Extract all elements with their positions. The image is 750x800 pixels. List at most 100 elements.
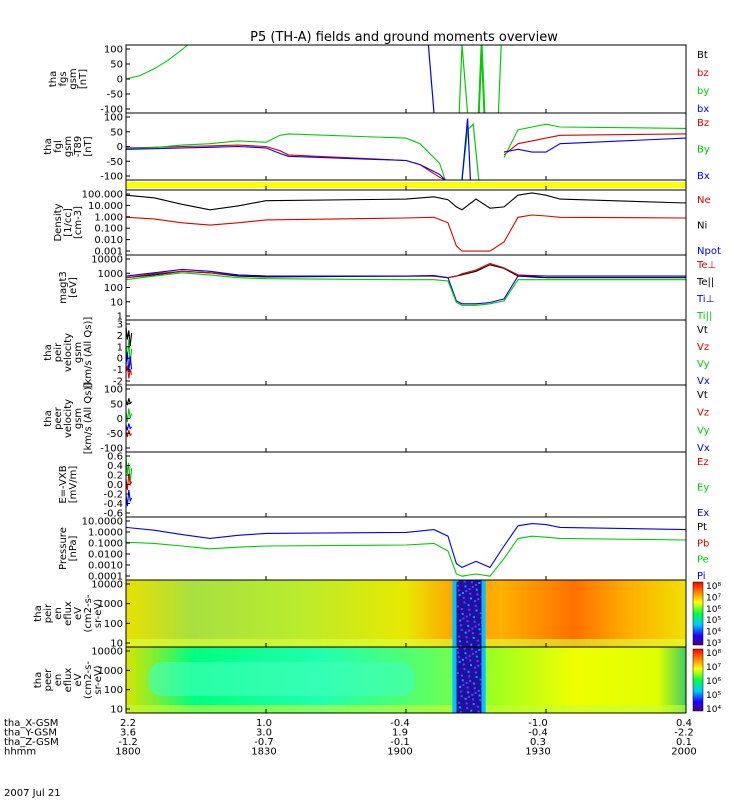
- y-axis-label: tha fgs gsm [nT]: [48, 68, 89, 89]
- y-tick-label: 0.2: [107, 471, 123, 482]
- series-ez-line: [125, 473, 133, 490]
- y-axis-label-line: sr-eV): [93, 665, 104, 694]
- y-axis-label-line: tha: [43, 344, 54, 360]
- spectrogram-noise-pixel: [467, 604, 470, 607]
- spectrogram-noise-pixel: [469, 680, 471, 682]
- spectrogram-noise-pixel: [479, 612, 482, 615]
- y-axis-label-line: velocity: [63, 333, 74, 372]
- series-recovery-line: [503, 123, 687, 158]
- panel-frame: [125, 254, 687, 321]
- y-axis-label-line: peer: [53, 406, 64, 430]
- y-tick-label: 1: [117, 312, 123, 323]
- y-axis-label-line: gsm: [73, 342, 84, 363]
- spectrogram-noise-pixel: [479, 699, 482, 702]
- y-axis-label-line: [nPa]: [68, 535, 79, 561]
- spectrogram-noise-pixel: [477, 664, 480, 667]
- y-tick-label: 0.001: [94, 247, 123, 258]
- colorbar-label: 10⁷: [706, 593, 721, 603]
- panel-frame: [125, 384, 687, 453]
- legend-entry: Pt: [697, 522, 707, 533]
- ephemeris-value: -0.1: [390, 737, 410, 748]
- legend-entry: Vy: [697, 425, 710, 436]
- spectrogram-noise-pixel: [468, 675, 471, 678]
- spectrogram-noise-pixel: [474, 604, 477, 607]
- y-tick-label: -1: [113, 365, 123, 376]
- series-by-line: [125, 44, 188, 80]
- panel-peer_spec: 10⁸ 10⁷ 10⁶ 10⁵ 10⁴ 10000 1000 100 10 tha peer en ef…: [33, 646, 721, 716]
- legend-entry: bz: [697, 68, 709, 79]
- y-axis-label: tha peir en eflux eV (cm2-s-sr-eV): [33, 594, 104, 632]
- spectrogram-noise-pixel: [480, 683, 483, 686]
- legend-entry: Vt: [697, 390, 708, 401]
- spectrogram-noise-pixel: [463, 580, 466, 583]
- spectrogram-noise-pixel: [457, 651, 460, 654]
- panel-peer_vel: 100 50 0 -50 -100 tha peer velocity gsm [km/s (Al…: [43, 383, 710, 455]
- y-axis-label-line: tha: [43, 138, 54, 154]
- spectrogram-noise-pixel: [467, 670, 470, 673]
- y-tick-label: 0: [117, 354, 123, 365]
- series-recovery-line: [503, 133, 687, 156]
- spectrogram-noise-pixel: [476, 660, 479, 663]
- ephemeris-row: tha_X-GSM 2.2 1.0 -0.4 -1.0 0.4: [4, 718, 692, 729]
- spectrogram-noise-pixel: [458, 594, 461, 597]
- y-tick-label: 0: [117, 75, 123, 86]
- spectrogram-noise-pixel: [472, 703, 475, 706]
- y-tick-label: 10000: [91, 255, 123, 266]
- ephemeris-row-label: tha_Z-GSM: [4, 737, 59, 748]
- y-axis-label-line: [nT]: [78, 69, 89, 89]
- y-tick-label: 10: [110, 297, 123, 308]
- y-axis-label-line: [mV/m]: [68, 466, 79, 504]
- y-tick-label: 10000: [91, 580, 123, 591]
- legend-entry: Bz: [697, 118, 709, 129]
- spectrogram-noise-pixel: [465, 615, 468, 618]
- y-axis-label-line: eV: [73, 673, 84, 686]
- spectrogram-noise-pixel: [477, 598, 480, 601]
- ephemeris-value: 1.0: [256, 718, 272, 729]
- y-axis-label-line: [1/cc]: [63, 208, 74, 237]
- spectrogram-noise-pixel: [466, 640, 469, 643]
- spectrogram-noise-pixel: [477, 644, 480, 647]
- colorbar: [692, 648, 704, 712]
- spectrogram-noise-pixel: [463, 601, 466, 604]
- y-tick-label: 0.0001: [88, 572, 123, 583]
- spectrogram-noise-pixel: [465, 702, 468, 705]
- spectrogram-noise-pixel: [478, 648, 481, 651]
- spectrogram-noise-pixel: [467, 629, 470, 632]
- y-axis-label-line: -T89: [73, 136, 84, 158]
- legend-entry: Vy: [697, 359, 710, 370]
- y-tick-label: 1: [117, 342, 123, 353]
- spectrogram-noise-pixel: [464, 631, 467, 634]
- spectrogram-noise-pixel: [465, 656, 468, 659]
- spectrogram-noise-pixel: [460, 628, 463, 631]
- y-axis-label-line: tha: [43, 410, 54, 426]
- y-axis-label-line: sr-eV): [93, 599, 104, 628]
- spectrogram-noise-pixel: [458, 701, 461, 704]
- legend-entry: Te||: [696, 277, 714, 288]
- y-tick-label: -100: [100, 105, 123, 116]
- series-bx-line: [461, 118, 471, 181]
- panel-fgs: 100 50 0 -50 -100 tha fgs gsm [nT] Bt bz by bx: [48, 44, 709, 116]
- y-axis-label-line: tha: [33, 672, 44, 688]
- spectrogram-noise-pixel: [473, 687, 476, 690]
- spectrogram-noise-pixel: [472, 698, 475, 701]
- spectrogram-noise-pixel: [480, 616, 483, 619]
- legend-entry: Ti⊥: [696, 294, 714, 305]
- series-pi-line: [125, 523, 687, 569]
- y-axis-label: tha peer velocity gsm [km/s (All Qs)]: [43, 383, 94, 455]
- y-tick-label: 1.0000: [88, 528, 123, 539]
- spectrogram-noise-pixel: [475, 655, 478, 658]
- y-axis-label-line: [km/s (All Qs)]: [83, 317, 94, 389]
- y-tick-label: 50: [110, 60, 123, 71]
- y-axis-label-line: en: [53, 674, 64, 687]
- legend-entry: Bt: [697, 50, 708, 61]
- y-tick-label: 10.000: [88, 201, 123, 212]
- spectrogram-noise-pixel: [462, 617, 465, 620]
- ephemeris-value: -2.2: [674, 728, 694, 739]
- y-tick-label: -50: [107, 429, 123, 440]
- spectrogram-noise-pixel: [458, 706, 461, 709]
- ephemeris-value: 2000: [671, 747, 696, 758]
- spectrogram-noise-pixel: [464, 697, 467, 700]
- series-vx-line: [125, 352, 133, 373]
